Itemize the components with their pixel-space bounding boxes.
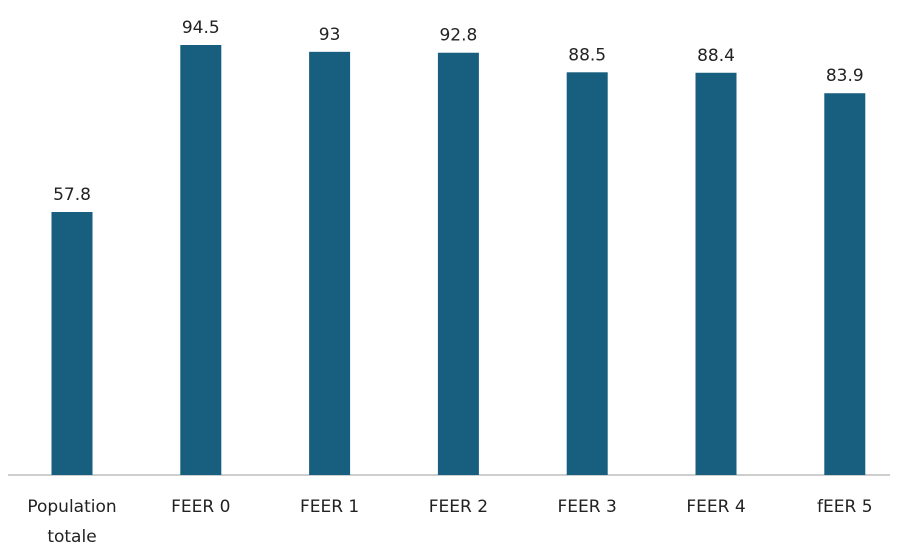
- data-label: 83.9: [826, 66, 864, 86]
- data-label: 93: [319, 25, 341, 45]
- x-tick-label: Population totale: [27, 497, 117, 546]
- x-tick-label: FEER 1: [299, 497, 360, 517]
- bar: [180, 45, 222, 475]
- data-label: 57.8: [53, 185, 91, 205]
- bar: [824, 93, 866, 476]
- bar: [51, 211, 93, 476]
- data-label: 88.4: [697, 46, 735, 66]
- x-tick-label: FEER 4: [686, 497, 746, 517]
- x-tick-label: FEER 2: [428, 497, 489, 517]
- bar: [695, 72, 737, 475]
- data-label: 88.5: [568, 45, 606, 65]
- bar: [437, 52, 479, 476]
- bar: [566, 72, 608, 476]
- x-tick-label: FEER 0: [171, 497, 231, 517]
- x-tick-label: fEER 5: [817, 497, 873, 517]
- data-label: 94.5: [182, 18, 220, 38]
- x-tick-label: FEER 3: [557, 497, 617, 517]
- data-label: 92.8: [439, 26, 477, 46]
- bar: [309, 51, 351, 475]
